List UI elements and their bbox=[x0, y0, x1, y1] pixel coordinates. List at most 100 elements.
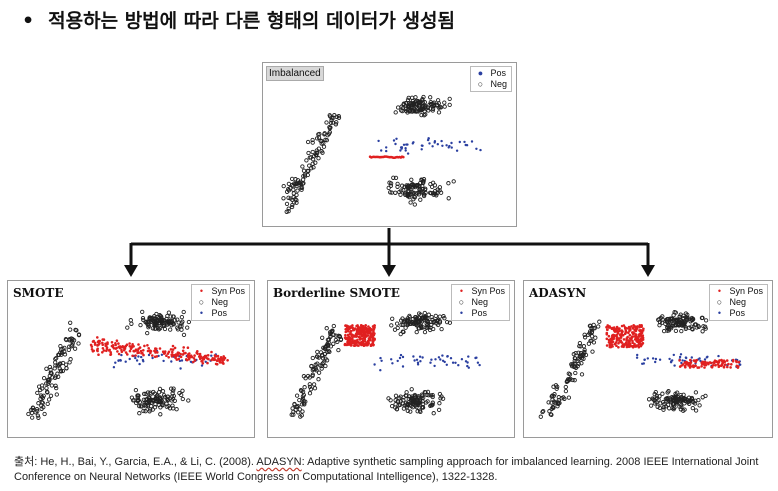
neg-point bbox=[422, 187, 428, 193]
pos-point bbox=[124, 360, 127, 363]
neg-point bbox=[168, 327, 173, 332]
syn-pos-point bbox=[128, 349, 132, 353]
pos-point bbox=[134, 356, 137, 360]
legend-label: Neg bbox=[211, 297, 228, 307]
pos-point bbox=[476, 361, 480, 364]
neg-point bbox=[593, 335, 598, 340]
syn-pos-point bbox=[102, 349, 106, 352]
neg-point bbox=[660, 317, 665, 322]
pos-point bbox=[466, 364, 469, 368]
arrow-head-icon bbox=[124, 265, 138, 277]
syn-pos-point bbox=[198, 352, 202, 356]
syn-pos-point bbox=[128, 342, 131, 345]
neg-point bbox=[398, 331, 403, 337]
syn-pos-point bbox=[366, 343, 369, 346]
syn-pos-point bbox=[206, 354, 210, 357]
borderline-smote-chart: Borderline SMOTE • Syn Pos ○ Neg • Pos bbox=[267, 280, 515, 438]
neg-point bbox=[660, 391, 665, 396]
neg-point bbox=[436, 110, 442, 115]
neg-point bbox=[395, 184, 400, 189]
pos-point bbox=[643, 358, 646, 361]
neg-point bbox=[413, 321, 418, 326]
syn-pos-point bbox=[717, 365, 721, 369]
syn-pos-point bbox=[638, 342, 642, 345]
legend-item-pos: • Pos bbox=[455, 308, 505, 319]
syn-pos-point bbox=[187, 358, 191, 361]
neg-point bbox=[60, 368, 66, 374]
syn-pos-point bbox=[179, 352, 182, 356]
neg-point bbox=[398, 192, 403, 197]
pos-point bbox=[178, 359, 182, 363]
syn-pos-point bbox=[92, 339, 95, 343]
pos-point bbox=[430, 358, 433, 361]
neg-point bbox=[393, 402, 398, 407]
neg-point bbox=[398, 318, 404, 323]
syn-pos-point bbox=[147, 347, 150, 350]
pos-point bbox=[705, 356, 708, 359]
syn-pos-point bbox=[358, 333, 362, 336]
pos-point bbox=[373, 363, 376, 366]
pos-point bbox=[475, 147, 478, 150]
neg-point bbox=[284, 189, 290, 194]
neg-point bbox=[322, 131, 327, 136]
neg-point bbox=[652, 401, 658, 406]
neg-point bbox=[312, 386, 318, 391]
neg-point bbox=[682, 407, 687, 412]
neg-point bbox=[144, 319, 149, 324]
neg-point bbox=[400, 322, 406, 327]
neg-point bbox=[141, 391, 147, 397]
pos-point bbox=[635, 356, 639, 359]
neg-point bbox=[179, 324, 184, 329]
syn-pos-point bbox=[149, 351, 152, 355]
neg-point bbox=[149, 403, 154, 409]
syn-pos-point bbox=[632, 324, 635, 327]
syn-pos-point bbox=[639, 334, 643, 337]
neg-point bbox=[143, 397, 148, 402]
neg-point bbox=[44, 366, 49, 371]
neg-point bbox=[145, 330, 150, 336]
neg-point bbox=[46, 397, 52, 402]
neg-point bbox=[128, 318, 133, 323]
neg-point bbox=[655, 404, 660, 409]
syn-pos-point bbox=[368, 326, 372, 330]
neg-point bbox=[336, 347, 341, 353]
neg-point bbox=[131, 398, 136, 403]
neg-point bbox=[578, 344, 583, 349]
syn-pos-point bbox=[123, 347, 127, 350]
syn-pos-point bbox=[101, 351, 104, 354]
neg-point bbox=[54, 355, 59, 361]
syn-pos-point bbox=[358, 336, 362, 339]
neg-point bbox=[338, 337, 344, 342]
neg-point bbox=[68, 320, 73, 325]
neg-point bbox=[331, 323, 336, 329]
neg-point bbox=[336, 333, 341, 338]
neg-point bbox=[422, 310, 427, 316]
neg-point bbox=[38, 387, 43, 393]
syn-pos-point bbox=[136, 349, 139, 352]
pos-point bbox=[380, 149, 383, 152]
syn-pos-point bbox=[625, 339, 628, 342]
syn-pos-point bbox=[366, 334, 370, 337]
citation: 출처: He, H., Bai, Y., Garcia, E.A., & Li,… bbox=[14, 455, 774, 485]
neg-point bbox=[181, 309, 186, 315]
neg-point bbox=[150, 407, 155, 412]
neg-point bbox=[406, 396, 411, 402]
neg-point bbox=[291, 412, 296, 417]
syn-pos-point bbox=[625, 345, 629, 349]
pos-point bbox=[401, 365, 405, 368]
syn-pos-point bbox=[186, 346, 190, 349]
neg-marker-icon: ○ bbox=[198, 297, 205, 307]
neg-point bbox=[405, 192, 411, 197]
syn-pos-point bbox=[98, 342, 101, 345]
neg-point bbox=[134, 400, 139, 406]
neg-point bbox=[677, 404, 682, 409]
neg-point bbox=[438, 190, 444, 195]
imbalanced-plot bbox=[281, 94, 482, 214]
neg-point bbox=[412, 202, 417, 207]
syn-pos-point bbox=[162, 352, 166, 355]
syn-pos-point bbox=[720, 363, 724, 367]
pos-point bbox=[450, 146, 453, 149]
neg-point bbox=[174, 407, 179, 412]
syn-pos-point bbox=[92, 349, 95, 353]
neg-point bbox=[125, 325, 130, 330]
